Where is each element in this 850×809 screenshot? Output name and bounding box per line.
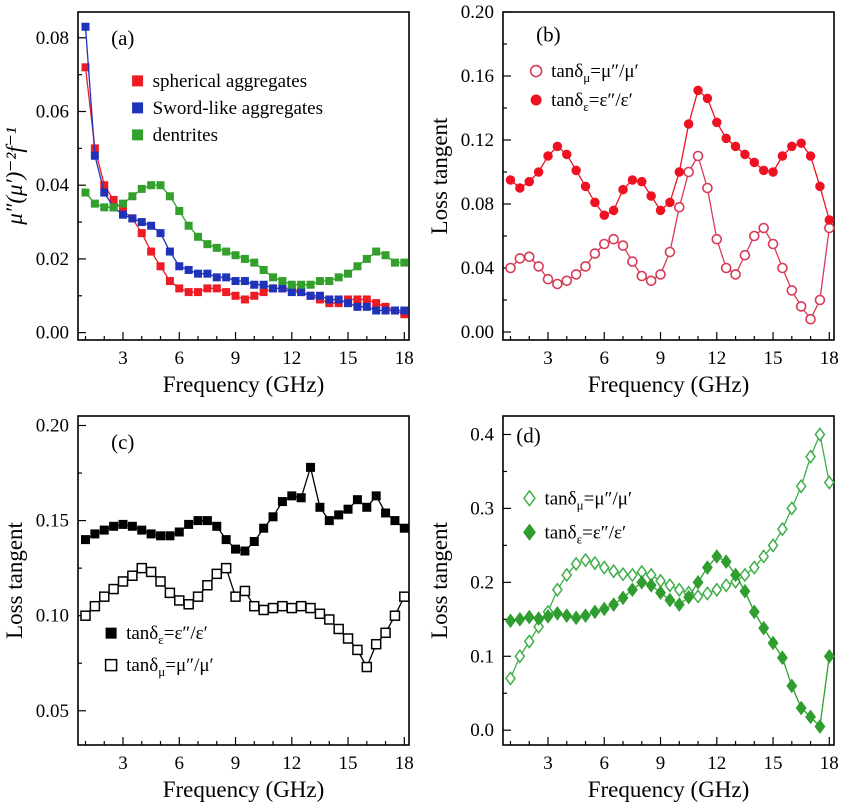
panel-tag: (d) (516, 423, 541, 447)
svg-text:12: 12 (707, 753, 726, 774)
legend: tanδμ=μ″/μ′ tanδε=ε″/ε′ (523, 488, 632, 546)
svg-text:15: 15 (339, 348, 358, 369)
svg-text:15: 15 (764, 753, 783, 774)
svg-text:0.12: 0.12 (461, 130, 494, 151)
svg-text:18: 18 (395, 348, 414, 369)
series-tan-delta-mu (505, 427, 835, 686)
legend-label: Sword-like aggregates (153, 98, 323, 119)
legend-label: tanδμ=μ″/μ′ (126, 655, 214, 679)
svg-text:6: 6 (175, 348, 185, 369)
svg-text:15: 15 (764, 348, 783, 369)
svg-text:3: 3 (543, 348, 553, 369)
tick-labels: 3 6 9 12 15 18 0.0 0.1 0.2 0.3 0.4 (470, 424, 839, 774)
series-tan-delta-epsilon (505, 549, 835, 734)
x-axis-label: Frequency (GHz) (163, 777, 325, 802)
x-axis-label: Frequency (GHz) (588, 372, 750, 397)
tick-marks (78, 37, 405, 340)
svg-text:0.10: 0.10 (36, 606, 69, 627)
svg-text:9: 9 (656, 348, 666, 369)
y-axis-label: Loss tangent (427, 521, 452, 639)
series-tan-delta-mu (80, 562, 410, 673)
legend-label: tanδε=ε″/ε′ (126, 623, 208, 647)
svg-text:0.04: 0.04 (461, 258, 495, 279)
svg-text:15: 15 (339, 753, 358, 774)
tick-marks (503, 433, 830, 745)
series-dentrites (81, 181, 409, 289)
legend-label: tanδε=ε″/ε′ (544, 522, 626, 546)
legend-label: tanδε=ε″/ε′ (551, 90, 633, 114)
legend-label: tanδμ=μ″/μ′ (551, 61, 639, 85)
svg-text:0.0: 0.0 (470, 720, 494, 741)
svg-text:0.16: 0.16 (461, 66, 494, 87)
svg-text:6: 6 (600, 753, 610, 774)
svg-text:9: 9 (656, 753, 666, 774)
svg-text:0.05: 0.05 (36, 701, 69, 722)
series-tan-delta-mu (505, 150, 835, 325)
x-axis-label: Frequency (GHz) (163, 372, 325, 397)
svg-text:0.08: 0.08 (36, 28, 69, 49)
tick-labels: 3 6 9 12 15 18 0.00 0.04 0.08 0.12 0.16 0.20 (461, 2, 839, 369)
svg-text:0.2: 0.2 (470, 572, 494, 593)
svg-text:18: 18 (820, 753, 839, 774)
series-tan-delta-epsilon (505, 85, 835, 225)
svg-text:6: 6 (600, 348, 610, 369)
legend: spherical aggregates Sword-like aggregate… (132, 71, 323, 146)
legend-label: spherical aggregates (153, 71, 308, 92)
svg-text:18: 18 (395, 753, 414, 774)
svg-text:6: 6 (175, 753, 185, 774)
series-sword-like-aggregates (81, 22, 409, 315)
panel-tag: (c) (111, 430, 134, 454)
svg-text:3: 3 (543, 753, 553, 774)
svg-text:3: 3 (118, 348, 128, 369)
svg-text:0.04: 0.04 (36, 175, 70, 196)
panel-c-chart: 3 6 9 12 15 18 0.05 0.10 0.15 0.20 Frequency (GHz)… (0, 404, 425, 809)
panel-d-chart: 3 6 9 12 15 18 0.0 0.1 0.2 0.3 0.4 Frequency (GHz) L… (425, 404, 850, 809)
svg-text:0.20: 0.20 (36, 416, 69, 437)
svg-text:0.3: 0.3 (470, 498, 494, 519)
panel-tag: (a) (111, 26, 134, 50)
svg-text:0.1: 0.1 (470, 646, 494, 667)
svg-text:0.08: 0.08 (461, 194, 494, 215)
tick-labels: 3 6 9 12 15 18 0.00 0.02 0.04 0.06 0.08 (36, 28, 414, 369)
y-axis-label: Loss tangent (2, 521, 27, 639)
svg-text:0.00: 0.00 (461, 322, 494, 343)
svg-text:0.02: 0.02 (36, 249, 69, 270)
svg-text:0.00: 0.00 (36, 323, 69, 344)
tick-labels: 3 6 9 12 15 18 0.05 0.10 0.15 0.20 (36, 416, 414, 774)
svg-text:3: 3 (118, 753, 128, 774)
svg-text:0.20: 0.20 (461, 2, 494, 23)
y-axis-label: μ″(μ′)⁻²f⁻¹ (2, 127, 27, 226)
axes-frame (77, 11, 410, 341)
legend-label: dentrites (153, 125, 218, 146)
svg-text:0.06: 0.06 (36, 102, 69, 123)
panel-b-chart: 3 6 9 12 15 18 0.00 0.04 0.08 0.12 0.16 0.20 Frequen… (425, 0, 850, 404)
panel-tag: (b) (536, 23, 561, 47)
legend: tanδε=ε″/ε′ tanδμ=μ″/μ′ (104, 623, 214, 679)
series-tan-delta-epsilon (81, 462, 409, 556)
y-axis-label: Loss tangent (427, 117, 452, 235)
svg-text:12: 12 (707, 348, 726, 369)
svg-text:0.15: 0.15 (36, 511, 69, 532)
axes-frame (77, 415, 410, 746)
svg-text:12: 12 (282, 348, 301, 369)
panel-a-chart: 3 6 9 12 15 18 0.00 0.02 0.04 0.06 0.08 Frequency (… (0, 0, 425, 404)
tick-marks (503, 11, 830, 340)
axes-frame (502, 415, 835, 746)
axes-frame (502, 11, 835, 341)
svg-text:9: 9 (231, 348, 241, 369)
x-axis-label: Frequency (GHz) (588, 777, 750, 802)
legend-label: tanδμ=μ″/μ′ (544, 488, 632, 512)
legend: tanδμ=μ″/μ′ tanδε=ε″/ε′ (529, 61, 639, 114)
svg-text:0.4: 0.4 (470, 424, 494, 445)
svg-text:12: 12 (282, 753, 301, 774)
svg-text:18: 18 (820, 348, 839, 369)
svg-text:9: 9 (231, 753, 241, 774)
